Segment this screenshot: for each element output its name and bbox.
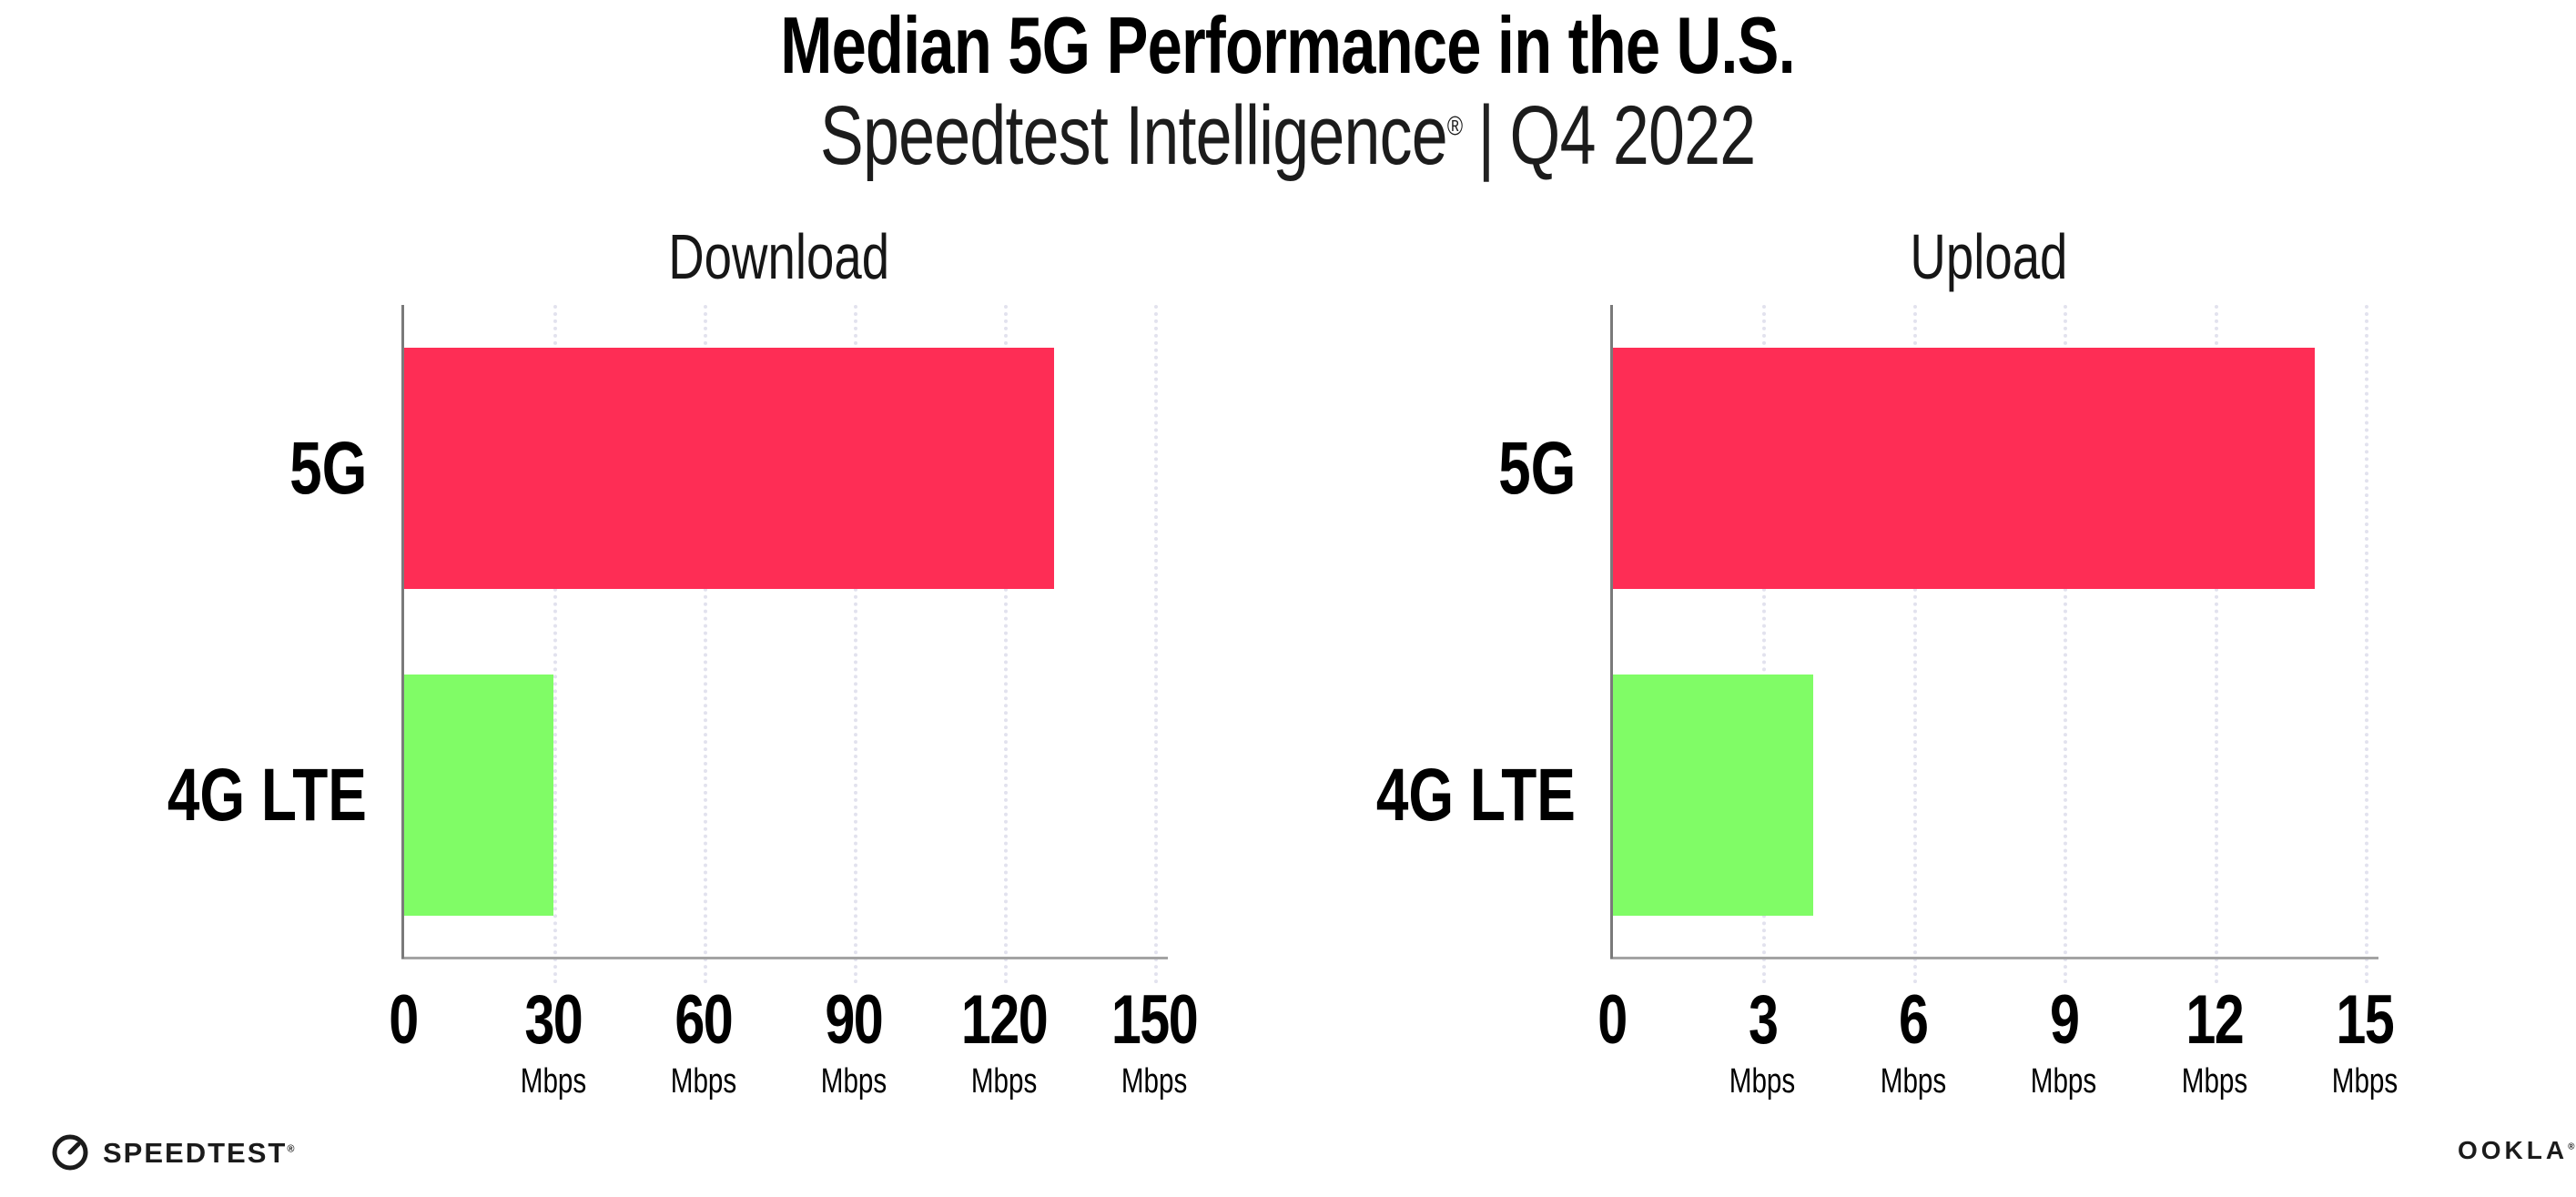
gridline-9 xyxy=(2064,305,2068,984)
upload-x-axis-line xyxy=(1610,957,2378,959)
x-tick-value: 12 xyxy=(2186,981,2244,1059)
x-tick-unit: Mbps xyxy=(1729,1062,1796,1101)
x-tick-unit: Mbps xyxy=(1880,1062,1947,1101)
x-tick-unit: Mbps xyxy=(2181,1062,2247,1101)
bar-5g xyxy=(403,348,1054,589)
x-tick-15: 15 Mbps xyxy=(2323,981,2408,1101)
gridline-60 xyxy=(704,305,707,984)
registered-mark: ® xyxy=(1447,111,1463,142)
x-tick-value: 0 xyxy=(1597,981,1628,1059)
ookla-wordmark-text: OOKLA xyxy=(2458,1136,2569,1164)
subtitle-brand: Speedtest Intelligence xyxy=(820,89,1448,182)
download-category-axis: 5G 4G LTE xyxy=(0,305,367,959)
gridline-3 xyxy=(1762,305,1767,984)
gridline-30 xyxy=(553,305,557,984)
x-tick-unit: Mbps xyxy=(520,1062,587,1101)
ookla-logo: OOKLA® xyxy=(2458,1138,2574,1163)
category-label-4g-lte: 4G LTE xyxy=(1183,632,1576,959)
ookla-registered-mark: ® xyxy=(2568,1141,2575,1152)
speedtest-wordmark: SPEEDTEST® xyxy=(103,1139,294,1167)
category-label-text: 4G LTE xyxy=(167,753,367,837)
category-label-5g: 5G xyxy=(0,305,367,632)
chart-title-download-text: Download xyxy=(668,221,889,292)
speedtest-gauge-icon xyxy=(52,1134,88,1171)
x-tick-unit: Mbps xyxy=(1121,1062,1188,1101)
upload-x-ticks: 0 3 Mbps 6 Mbps 9 Mbps 12 Mbps 15 Mbps xyxy=(1597,305,2398,1100)
x-tick-120: 120 Mbps xyxy=(949,981,1060,1101)
x-tick-6: 6 Mbps xyxy=(1871,981,1955,1101)
page-subtitle: Speedtest Intelligence® | Q4 2022 xyxy=(0,94,2576,178)
download-gridlines xyxy=(403,305,1158,984)
x-tick-0: 0 xyxy=(385,986,421,1055)
chart-title-download: Download xyxy=(403,225,1154,289)
gridline-6 xyxy=(1912,305,1917,984)
x-tick-value: 150 xyxy=(1111,981,1199,1059)
category-label-text: 5G xyxy=(1497,426,1576,510)
gridline-15 xyxy=(2365,305,2368,984)
upload-plot-area: 0 3 Mbps 6 Mbps 9 Mbps 12 Mbps 15 Mbps xyxy=(1597,305,2398,1100)
bar-row-4g-lte xyxy=(403,632,1154,959)
ookla-wordmark: OOKLA® xyxy=(2458,1136,2574,1164)
subtitle-period: Q4 2022 xyxy=(1509,89,1757,182)
x-tick-unit: Mbps xyxy=(2030,1062,2097,1101)
upload-bars xyxy=(1612,305,2365,959)
x-tick-value: 90 xyxy=(825,981,884,1059)
download-y-axis-line xyxy=(401,305,404,959)
upload-y-axis-line xyxy=(1610,305,1613,959)
x-tick-value: 6 xyxy=(1899,981,1929,1059)
category-label-text: 5G xyxy=(289,426,367,510)
x-tick-value: 120 xyxy=(960,981,1049,1059)
x-tick-value: 3 xyxy=(1748,981,1779,1059)
download-x-ticks: 0 30 Mbps 60 Mbps 90 Mbps 120 Mbps 150 Mbps xyxy=(389,305,1198,1100)
x-tick-unit: Mbps xyxy=(670,1062,737,1101)
page-title-text: Median 5G Performance in the U.S. xyxy=(780,0,1797,90)
download-bars xyxy=(403,305,1154,959)
x-tick-90: 90 Mbps xyxy=(812,981,897,1101)
speedtest-registered-mark: ® xyxy=(287,1143,295,1155)
x-tick-0: 0 xyxy=(1594,986,1630,1055)
bar-row-5g xyxy=(403,305,1154,632)
category-label-5g: 5G xyxy=(1183,305,1576,632)
x-tick-9: 9 Mbps xyxy=(2022,981,2106,1101)
speedtest-wordmark-text: SPEEDTEST xyxy=(103,1136,288,1169)
x-tick-value: 9 xyxy=(2049,981,2079,1059)
bar-4g-lte xyxy=(403,675,553,916)
x-tick-value: 0 xyxy=(389,981,419,1059)
gridline-120 xyxy=(1004,305,1008,984)
x-tick-3: 3 Mbps xyxy=(1720,981,1805,1101)
category-label-text: 4G LTE xyxy=(1375,753,1576,837)
bar-row-5g xyxy=(1612,305,2365,632)
bar-row-4g-lte xyxy=(1612,632,2365,959)
x-tick-unit: Mbps xyxy=(970,1062,1038,1101)
speedtest-logo: SPEEDTEST® xyxy=(50,1132,294,1172)
gridline-12 xyxy=(2214,305,2218,984)
gridline-90 xyxy=(854,305,857,984)
x-tick-value: 30 xyxy=(524,981,583,1059)
chart-title-upload-text: Upload xyxy=(1909,221,2068,292)
upload-gridlines xyxy=(1612,305,2368,984)
subtitle-separator: | xyxy=(1477,89,1496,182)
x-tick-150: 150 Mbps xyxy=(1100,981,1210,1101)
upload-category-axis: 5G 4G LTE xyxy=(1183,305,1576,959)
page-title: Median 5G Performance in the U.S. xyxy=(0,5,2576,86)
bar-5g xyxy=(1612,348,2315,589)
page-subtitle-text: Speedtest Intelligence® | Q4 2022 xyxy=(820,94,1756,178)
x-tick-unit: Mbps xyxy=(820,1062,887,1101)
download-plot-area: 0 30 Mbps 60 Mbps 90 Mbps 120 Mbps 150 Mbps xyxy=(389,305,1199,1100)
gridline-150 xyxy=(1154,305,1158,984)
x-tick-value: 15 xyxy=(2336,981,2395,1059)
x-tick-unit: Mbps xyxy=(2331,1062,2399,1101)
x-tick-60: 60 Mbps xyxy=(662,981,746,1101)
bar-4g-lte xyxy=(1612,675,1813,916)
x-tick-30: 30 Mbps xyxy=(512,981,596,1101)
x-tick-12: 12 Mbps xyxy=(2172,981,2257,1101)
x-tick-value: 60 xyxy=(674,981,734,1059)
category-label-4g-lte: 4G LTE xyxy=(0,632,367,959)
chart-title-upload: Upload xyxy=(1612,225,2365,289)
download-x-axis-line xyxy=(401,957,1168,959)
